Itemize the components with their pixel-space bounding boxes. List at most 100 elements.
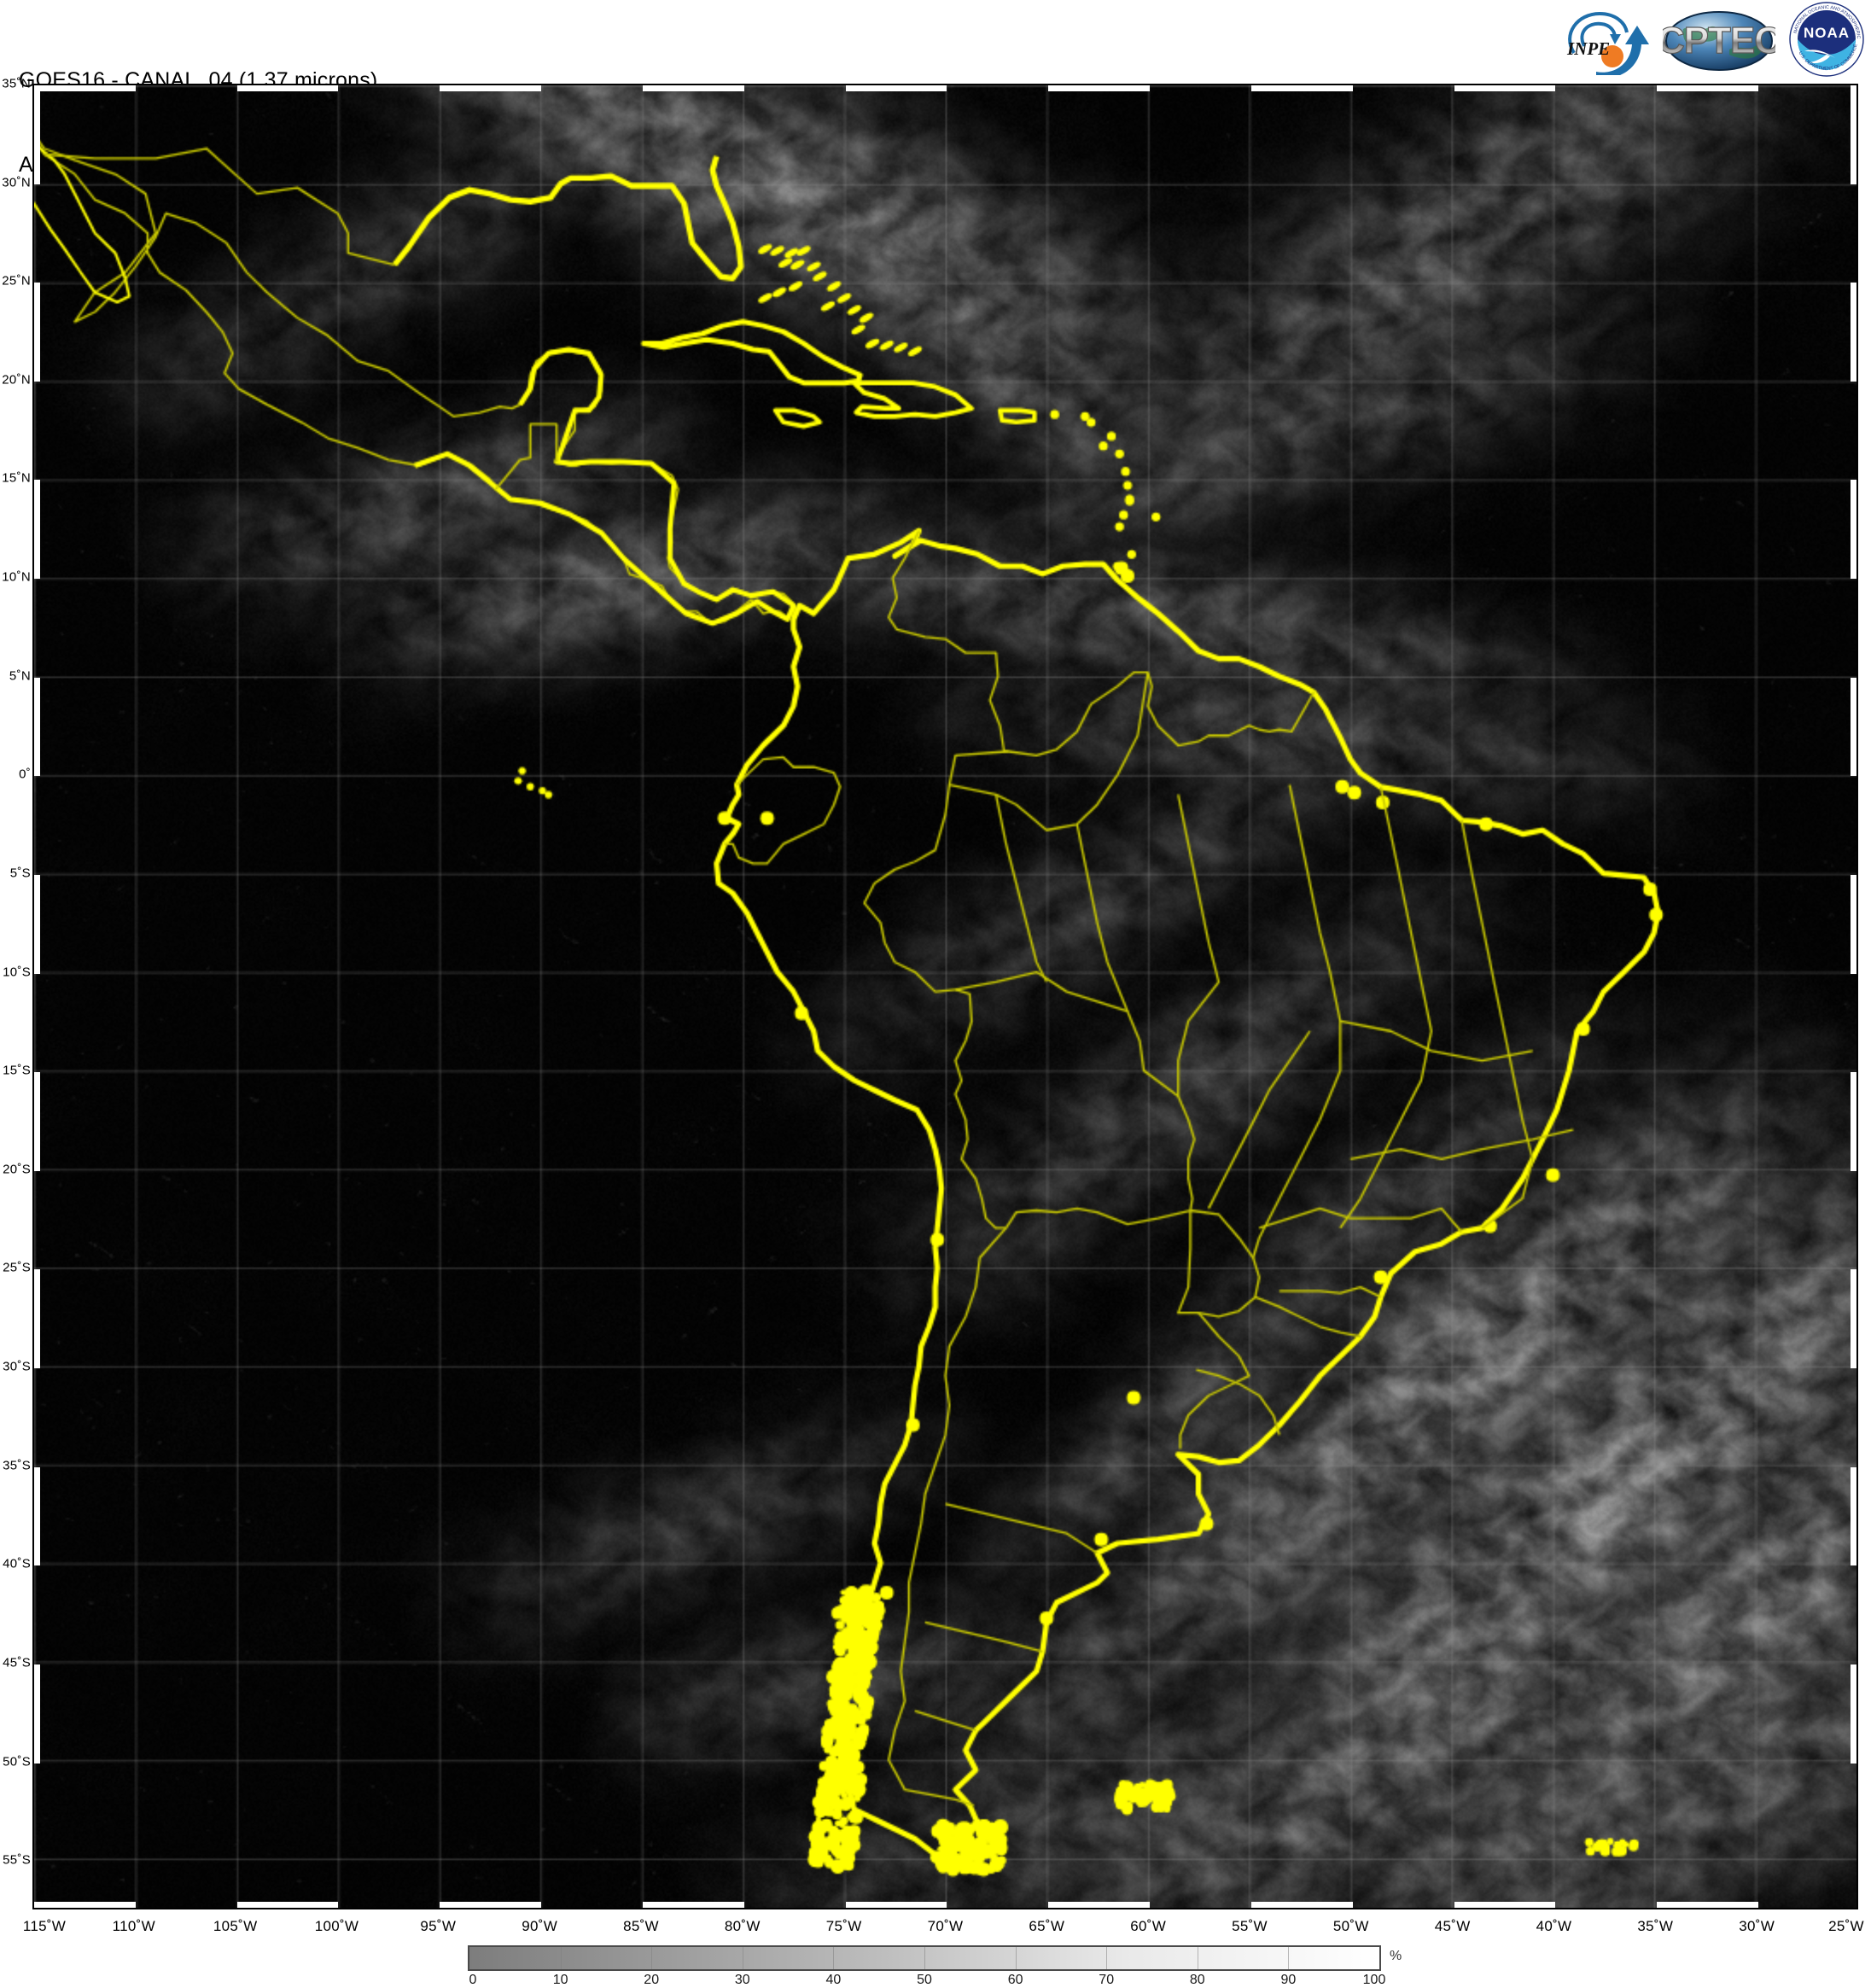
inpe-logo: INPE <box>1559 3 1651 75</box>
longitude-tick-label: 100˚W <box>314 1918 359 1934</box>
latitude-tick-label: 30˚S <box>3 1359 31 1374</box>
axis-tick-segment <box>1048 1902 1151 1908</box>
axis-tick-segment <box>34 677 40 777</box>
latitude-tick-label: 15˚N <box>2 470 31 486</box>
axis-tick-segment <box>1048 85 1151 91</box>
noaa-logo: NOAA NATIONAL OCEANIC AND ATMOSPHERIC AD… <box>1786 0 1866 77</box>
axis-tick-segment <box>845 1902 947 1908</box>
colorbar-gridline <box>651 1947 653 1969</box>
colorbar-gridline <box>924 1947 925 1969</box>
axis-tick-segment <box>34 283 40 382</box>
latitude-tick-label: 5˚N <box>9 668 31 684</box>
axis-tick-segment <box>34 85 40 184</box>
colorbar-gridline <box>560 1947 562 1969</box>
axis-tick-segment <box>643 85 744 91</box>
longitude-tick-label: 70˚W <box>927 1918 964 1934</box>
axis-tick-segment <box>34 1269 40 1369</box>
latitude-tick-label: 50˚S <box>3 1754 31 1769</box>
longitude-tick-label: 50˚W <box>1332 1918 1369 1934</box>
longitude-tick-ladder-top <box>34 85 1856 91</box>
axis-tick-segment <box>440 1902 542 1908</box>
axis-tick-segment <box>1851 874 1856 974</box>
longitude-tick-label: 105˚W <box>213 1918 258 1934</box>
longitude-tick-label: 90˚W <box>522 1918 558 1934</box>
axis-tick-segment <box>1851 480 1856 580</box>
latitude-tick-label: 20˚S <box>3 1162 31 1177</box>
latitude-tick-label: 5˚S <box>9 866 31 881</box>
colorbar-tick-label: 40 <box>825 1973 842 1987</box>
colorbar-tick-label: 90 <box>1280 1973 1297 1987</box>
axis-tick-segment <box>1851 677 1856 777</box>
longitude-tick-label: 85˚W <box>623 1918 659 1934</box>
colorbar-gridline <box>833 1947 835 1969</box>
colorbar: % 0 10 20 30 40 50 60 70 80 90 100 <box>468 1945 1402 1987</box>
axis-tick-segment <box>236 85 339 91</box>
axis-tick-segment <box>1454 1902 1556 1908</box>
colorbar-gridline <box>1015 1947 1017 1969</box>
header-bar: GOES16 - CANAL_04 (1.37 microns) América… <box>0 0 1871 177</box>
axis-tick-segment <box>1851 1269 1856 1369</box>
longitude-tick-label: 115˚W <box>22 1918 67 1934</box>
axis-tick-segment <box>34 1664 40 1764</box>
colorbar-tick-label: 10 <box>552 1973 568 1987</box>
longitude-tick-label: 35˚W <box>1637 1918 1674 1934</box>
latitude-tick-label: 15˚S <box>3 1063 31 1078</box>
latitude-tick-label: 55˚S <box>3 1852 31 1868</box>
axis-tick-segment <box>1851 1466 1856 1566</box>
satellite-imagery-canvas[interactable] <box>34 85 1856 1908</box>
axis-tick-segment <box>34 1072 40 1171</box>
colorbar-tick-label: 60 <box>1007 1973 1023 1987</box>
axis-tick-segment <box>34 1466 40 1566</box>
longitude-axis: 115˚W 110˚W 105˚W 100˚W 95˚W 90˚W 85˚W 80˚W 75˚W… <box>23 1913 1864 1942</box>
axis-tick-segment <box>1657 1902 1759 1908</box>
axis-tick-segment <box>1851 1664 1856 1764</box>
longitude-tick-label: 95˚W <box>420 1918 457 1934</box>
colorbar-tick-label: 50 <box>917 1973 932 1987</box>
longitude-tick-label: 110˚W <box>112 1918 155 1934</box>
latitude-tick-label: 40˚S <box>3 1556 31 1571</box>
longitude-tick-label: 40˚W <box>1536 1918 1572 1934</box>
latitude-tick-label: 10˚N <box>2 569 31 585</box>
axis-tick-segment <box>1251 1902 1353 1908</box>
colorbar-gridline <box>1106 1947 1108 1969</box>
axis-tick-segment <box>643 1902 744 1908</box>
colorbar-gradient-box <box>468 1945 1381 1971</box>
latitude-tick-label: 20˚N <box>2 372 31 388</box>
latitude-tick-label: 35˚S <box>3 1458 31 1473</box>
latitude-tick-label: 25˚S <box>3 1260 31 1275</box>
axis-tick-segment <box>1657 85 1759 91</box>
longitude-tick-ladder-bottom <box>34 1902 1856 1908</box>
cptec-logo: CPTEC <box>1657 5 1782 73</box>
satellite-image-map[interactable] <box>32 84 1858 1909</box>
axis-tick-segment <box>34 874 40 974</box>
colorbar-unit-label: % <box>1390 1949 1402 1963</box>
latitude-tick-ladder-right <box>1851 85 1856 1908</box>
longitude-tick-label: 55˚W <box>1232 1918 1268 1934</box>
axis-tick-segment <box>1454 85 1556 91</box>
latitude-tick-label: 25˚N <box>2 273 31 289</box>
svg-text:NOAA: NOAA <box>1804 25 1850 41</box>
colorbar-tick-label: 100 <box>1362 1973 1386 1987</box>
latitude-tick-label: 10˚S <box>3 965 31 980</box>
latitude-tick-label: 0˚ <box>19 767 31 782</box>
axis-tick-segment <box>34 1902 136 1908</box>
longitude-tick-label: 60˚W <box>1130 1918 1167 1934</box>
logo-bar: INPE <box>1559 0 1866 77</box>
longitude-tick-label: 75˚W <box>825 1918 862 1934</box>
colorbar-tick-label: 70 <box>1099 1973 1115 1987</box>
colorbar-tick-label: 30 <box>734 1973 750 1987</box>
colorbar-tick-label: 20 <box>644 1973 660 1987</box>
axis-tick-segment <box>1851 1072 1856 1171</box>
axis-tick-segment <box>1851 283 1856 382</box>
latitude-tick-label: 35˚N <box>2 76 31 91</box>
svg-text:CPTEC: CPTEC <box>1663 20 1775 61</box>
axis-tick-segment <box>34 85 136 91</box>
colorbar-tick-label: 0 <box>469 1973 477 1987</box>
colorbar-gridline <box>1288 1947 1290 1969</box>
colorbar-tick-label: 80 <box>1189 1973 1205 1987</box>
axis-tick-segment <box>1851 85 1856 184</box>
svg-text:INPE: INPE <box>1566 38 1610 59</box>
longitude-tick-label: 80˚W <box>724 1918 761 1934</box>
longitude-tick-label: 45˚W <box>1434 1918 1471 1934</box>
axis-tick-segment <box>1251 85 1353 91</box>
